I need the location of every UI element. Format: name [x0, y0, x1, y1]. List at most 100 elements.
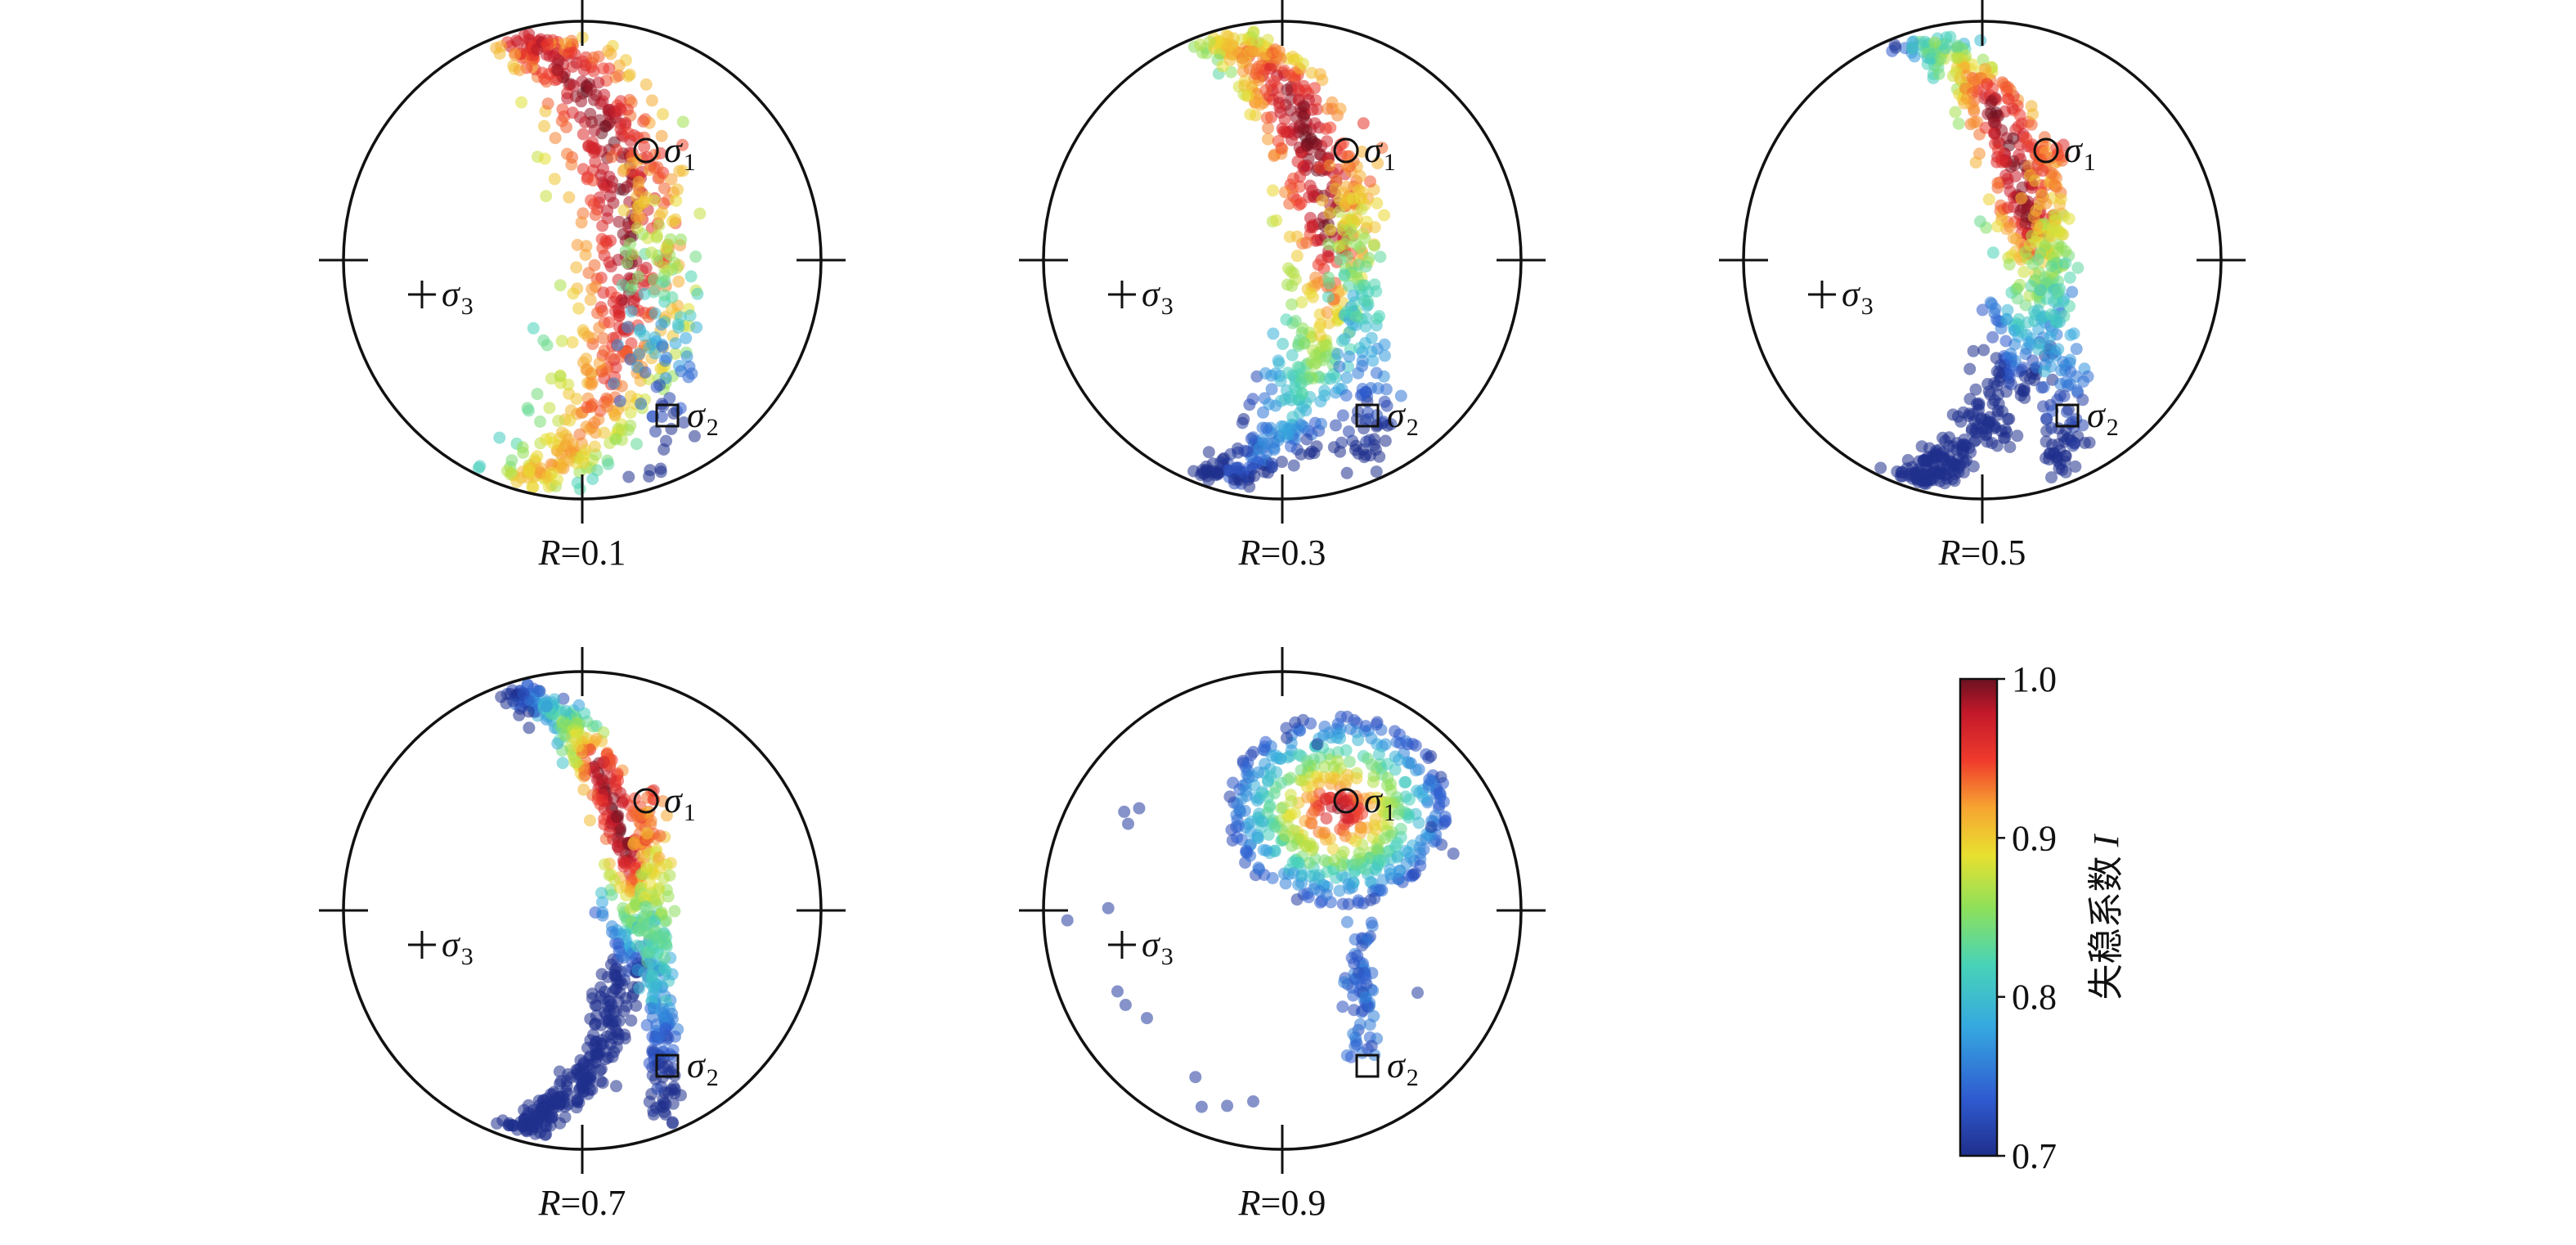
scatter-point	[632, 270, 644, 283]
scatter-point	[1275, 776, 1288, 789]
scatter-point	[599, 1006, 611, 1019]
scatter-point	[1413, 841, 1426, 854]
scatter-point	[622, 321, 635, 334]
scatter-point	[617, 856, 631, 869]
scatter-point	[1344, 722, 1357, 735]
scatter-point	[1333, 205, 1346, 218]
scatter-point	[606, 1015, 619, 1028]
scatter-point	[1322, 271, 1335, 284]
scatter-point	[2026, 258, 2040, 271]
scatter-point	[1349, 310, 1362, 323]
scatter-point	[541, 339, 554, 352]
scatter-point	[595, 981, 607, 994]
scatter-point	[1314, 751, 1327, 764]
scatter-point	[2015, 325, 2028, 338]
scatter-point	[1262, 133, 1274, 146]
scatter-point	[1265, 369, 1278, 382]
scatter-point	[1370, 718, 1383, 731]
scatter-point	[540, 1120, 553, 1133]
scatter-point	[2055, 364, 2067, 377]
scatter-point	[579, 443, 592, 456]
scatter-point	[666, 1007, 679, 1020]
scatter-point	[607, 196, 620, 209]
scatter-point	[630, 808, 643, 821]
scatter-point	[691, 287, 704, 300]
scatter-point	[1313, 777, 1326, 790]
scatter-point	[1298, 337, 1311, 350]
scatter-point	[1350, 1038, 1363, 1051]
sigma1-label: σ1	[2064, 130, 2096, 176]
scatter-point	[1304, 816, 1317, 829]
scatter-point	[615, 950, 628, 963]
scatter-point	[1336, 1000, 1349, 1014]
scatter-point	[1965, 425, 1978, 438]
scatter-point	[506, 694, 519, 708]
scatter-point	[1231, 831, 1244, 844]
scatter-point	[2020, 133, 2033, 145]
scatter-point	[638, 891, 651, 904]
scatter-point	[1293, 362, 1306, 375]
scatter-point	[1252, 766, 1265, 779]
scatter-point	[577, 207, 590, 220]
scatter-point	[1320, 812, 1333, 825]
scatter-point	[1356, 388, 1369, 401]
scatter-point	[653, 219, 666, 231]
scatter-point	[1221, 1099, 1234, 1112]
scatter-point	[1399, 775, 1412, 789]
scatter-point	[1246, 393, 1259, 406]
primitive-circle	[1042, 670, 1523, 1151]
scatter-point	[2054, 192, 2067, 205]
scatter-point	[1977, 53, 1990, 66]
scatter-point	[1300, 433, 1313, 446]
scatter-point	[1367, 770, 1380, 783]
scatter-point	[675, 1089, 687, 1102]
scatter-point	[1295, 764, 1308, 777]
scatter-point	[1211, 466, 1224, 479]
scatter-point	[555, 115, 568, 128]
scatter-point	[1382, 807, 1395, 820]
scatter-point	[2052, 343, 2065, 356]
scatter-point	[548, 173, 561, 186]
scatter-point	[2001, 412, 2014, 425]
scatter-point	[609, 969, 622, 982]
scatter-point	[583, 814, 596, 827]
scatter-point	[659, 964, 672, 978]
scatter-point	[1999, 335, 2013, 348]
scatter-point	[1259, 757, 1272, 771]
scatter-point	[1967, 460, 1980, 473]
scatter-point	[523, 721, 536, 735]
scatter-point	[559, 37, 572, 50]
scatter-point	[590, 732, 603, 745]
scatter-point	[581, 1041, 594, 1054]
scatter-point	[669, 213, 682, 226]
scatter-point	[1934, 467, 1947, 480]
scatter-point	[1274, 375, 1287, 388]
scatter-point	[1315, 340, 1328, 353]
scatter-point	[656, 206, 669, 219]
scatter-point	[1343, 350, 1356, 363]
scatter-point	[635, 881, 648, 894]
scatter-point	[1238, 804, 1251, 817]
scatter-point	[1281, 126, 1293, 139]
scatter-point	[1329, 419, 1342, 432]
scatter-point	[1362, 412, 1375, 425]
scatter-point	[633, 924, 645, 937]
sigma2-marker	[655, 1054, 680, 1078]
scatter-point	[1905, 41, 1919, 54]
sigma3-label: σ3	[1142, 924, 1174, 970]
scatter-point	[1954, 72, 1967, 84]
scatter-point	[1353, 1018, 1367, 1031]
scatter-point	[2044, 447, 2057, 460]
scatter-point	[570, 261, 583, 274]
scatter-point	[562, 433, 575, 446]
scatter-point	[541, 1092, 554, 1105]
scatter-point	[631, 155, 644, 167]
scatter-point	[1257, 744, 1270, 757]
scatter-point	[1319, 122, 1332, 135]
scatter-point	[582, 267, 595, 280]
scatter-point	[1921, 57, 1934, 70]
scatter-point	[549, 74, 562, 87]
scatter-point	[644, 955, 657, 968]
